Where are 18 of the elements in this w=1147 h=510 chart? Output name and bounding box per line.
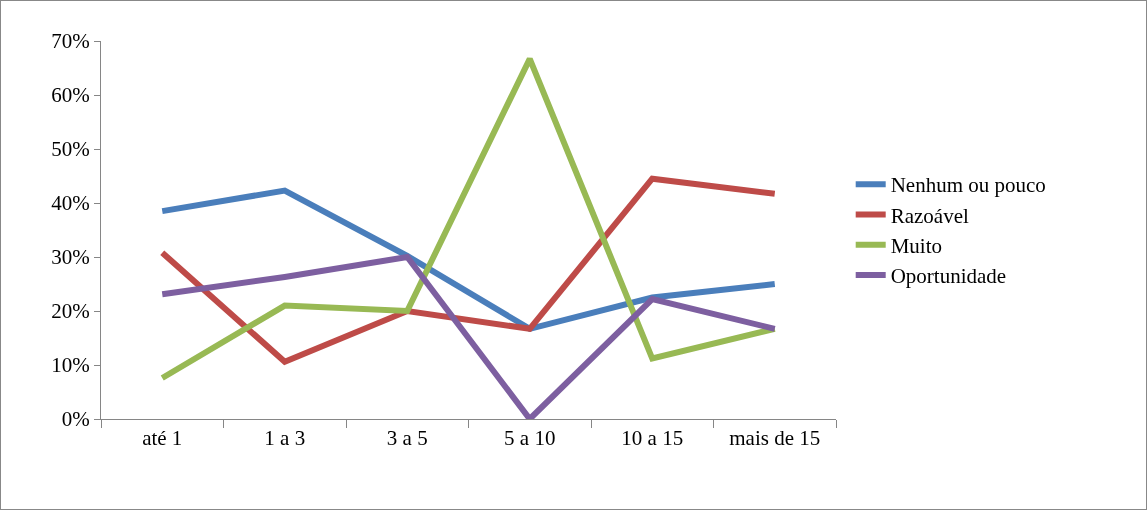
y-tick-label: 20%: [51, 299, 90, 324]
y-tick-label: 0%: [61, 407, 90, 432]
x-tick-label: 10 a 15: [621, 426, 684, 451]
legend-label: Nenhum ou pouco: [890, 173, 1046, 198]
y-tick-label: 70%: [51, 29, 90, 54]
y-tick-label: 50%: [51, 137, 90, 162]
x-tick-label: 3 a 5: [386, 426, 428, 451]
x-tick-label: mais de 15: [729, 426, 821, 451]
y-tick-label: 60%: [51, 83, 90, 108]
y-tick-label: 10%: [51, 353, 90, 378]
y-tick-label: 40%: [51, 191, 90, 216]
legend-label: Razoável: [890, 203, 969, 228]
x-tick-label: 1 a 3: [264, 426, 306, 451]
x-tick-label: 5 a 10: [504, 426, 556, 451]
legend-label: Muito: [890, 233, 943, 258]
legend-label: Oportunidade: [890, 264, 1007, 289]
x-tick-label: até 1: [142, 426, 183, 451]
y-tick-label: 30%: [51, 245, 90, 270]
